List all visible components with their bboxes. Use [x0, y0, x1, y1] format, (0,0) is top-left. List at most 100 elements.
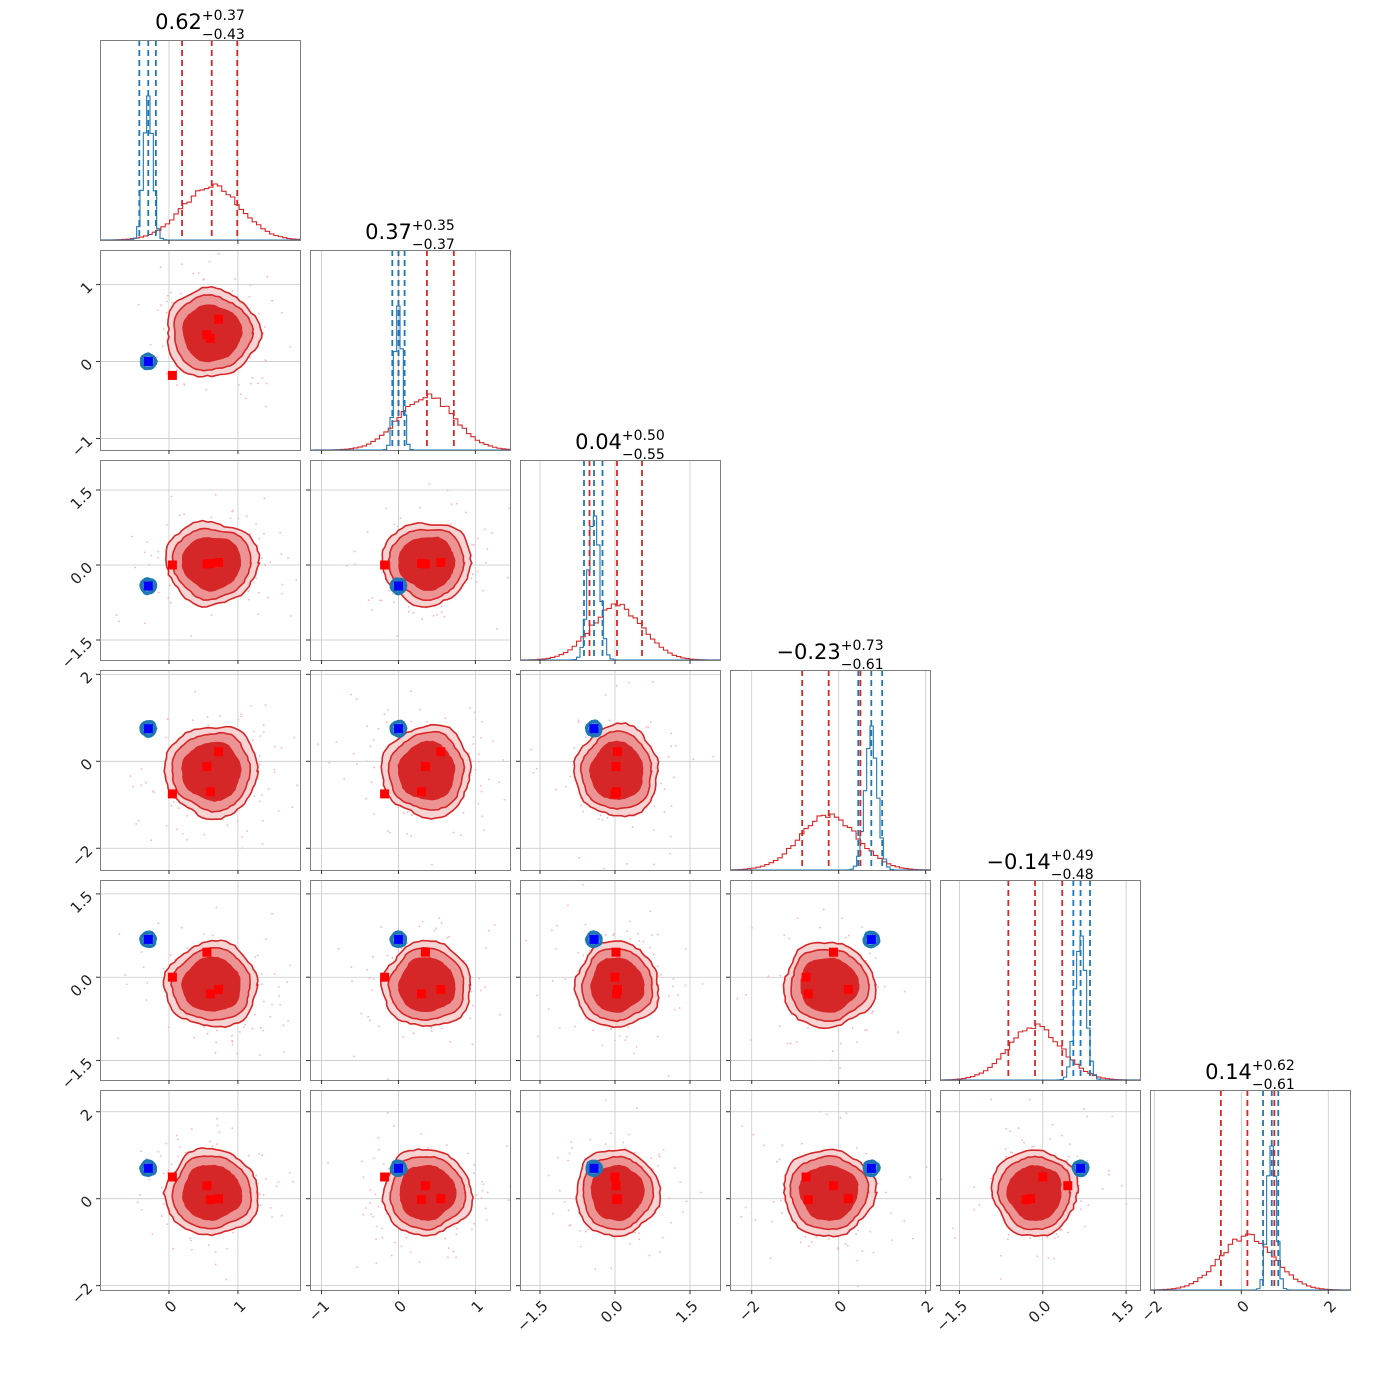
sample-point — [387, 1167, 390, 1170]
sample-point — [163, 328, 165, 331]
sample-point — [653, 863, 656, 866]
sample-point — [162, 1172, 165, 1175]
sample-point — [255, 523, 257, 525]
sample-point — [179, 292, 182, 295]
sample-point — [506, 1145, 508, 1147]
sample-point — [667, 755, 670, 758]
sample-point — [263, 1000, 265, 1003]
sample-point — [278, 995, 280, 997]
sample-point — [582, 810, 584, 813]
sample-point — [250, 382, 253, 385]
sample-point — [491, 740, 494, 743]
red-marker — [205, 559, 215, 568]
red-marker — [380, 789, 390, 799]
sample-point — [610, 1028, 613, 1031]
red-histogram — [310, 393, 510, 450]
sample-point — [172, 1247, 175, 1250]
sample-point — [597, 818, 600, 820]
sample-point — [327, 1162, 329, 1164]
axes-frame — [310, 460, 511, 661]
sample-point — [628, 1133, 631, 1136]
sample-point — [140, 951, 143, 953]
sample-point — [290, 615, 292, 617]
panel-content — [730, 1090, 930, 1290]
panel-4-2 — [516, 880, 721, 1084]
sample-point — [288, 1172, 291, 1174]
sample-point — [406, 811, 409, 813]
sample-point — [428, 483, 431, 486]
sample-point — [180, 926, 183, 929]
sample-point — [371, 597, 374, 599]
sample-point — [381, 1227, 383, 1230]
sample-point — [165, 824, 168, 827]
sample-point — [866, 1029, 868, 1031]
sample-point — [160, 1215, 163, 1217]
sample-point — [194, 690, 197, 693]
red-marker — [613, 1194, 622, 1204]
sample-point — [610, 1132, 612, 1135]
sample-point — [140, 784, 143, 786]
sample-point — [1000, 1254, 1002, 1257]
sample-point — [601, 1044, 604, 1047]
sample-point — [257, 777, 260, 780]
sample-point — [232, 1231, 235, 1234]
sample-point — [400, 947, 403, 949]
blue-contour-mid — [863, 1160, 879, 1176]
panel-content — [520, 880, 720, 1080]
sample-point — [776, 1160, 778, 1163]
sample-point — [587, 1228, 589, 1231]
red-marker — [803, 989, 813, 999]
sample-point — [471, 1228, 473, 1231]
sample-point — [286, 981, 289, 984]
sample-point — [568, 1152, 571, 1155]
red-marker — [214, 558, 224, 567]
sample-point — [216, 1124, 219, 1127]
sample-point — [1101, 1188, 1104, 1190]
sample-point — [648, 1254, 651, 1257]
hist-panel-1: 0.37+0.35−0.37 — [310, 218, 511, 454]
sample-point — [156, 356, 159, 358]
sample-point — [1059, 1229, 1062, 1232]
sample-point — [491, 532, 494, 534]
panel-content — [940, 1090, 1140, 1290]
sample-point — [387, 1078, 389, 1080]
sample-point — [136, 1201, 139, 1204]
sample-point — [485, 947, 487, 949]
red-marker — [829, 947, 838, 957]
sample-point — [226, 824, 229, 827]
sample-point — [478, 977, 481, 980]
sample-point — [660, 782, 663, 785]
sample-point — [329, 550, 331, 552]
y-tick-label: 2 — [77, 1105, 96, 1124]
sample-point — [373, 813, 375, 815]
sample-point — [673, 1008, 676, 1011]
sample-point — [203, 1025, 206, 1028]
sample-point — [552, 1212, 554, 1215]
sample-point — [335, 741, 338, 743]
red-contour-inner — [182, 1164, 243, 1221]
sample-point — [163, 1203, 165, 1205]
sample-point — [421, 920, 424, 923]
panel-4-1 — [306, 880, 511, 1084]
sample-point — [604, 934, 607, 936]
sample-point — [799, 1241, 802, 1244]
sample-point — [455, 1233, 458, 1236]
sample-point — [387, 709, 390, 711]
sample-point — [369, 1019, 371, 1022]
panel-title: −0.14+0.49 — [986, 848, 1093, 874]
sample-point — [258, 755, 261, 757]
x-tick-label: 0 — [161, 1297, 180, 1316]
x-tick-label: −1.5 — [513, 1297, 551, 1335]
sample-point — [345, 564, 348, 567]
sample-point — [650, 1157, 653, 1160]
sample-point — [828, 1237, 830, 1240]
red-marker — [436, 984, 446, 994]
sample-point — [164, 736, 167, 739]
sample-point — [763, 1144, 766, 1147]
red-marker — [167, 789, 177, 799]
sample-point — [671, 985, 674, 988]
red-marker — [611, 1181, 621, 1191]
sample-point — [567, 904, 569, 907]
sample-point — [535, 588, 537, 590]
panel-content — [730, 880, 930, 1080]
